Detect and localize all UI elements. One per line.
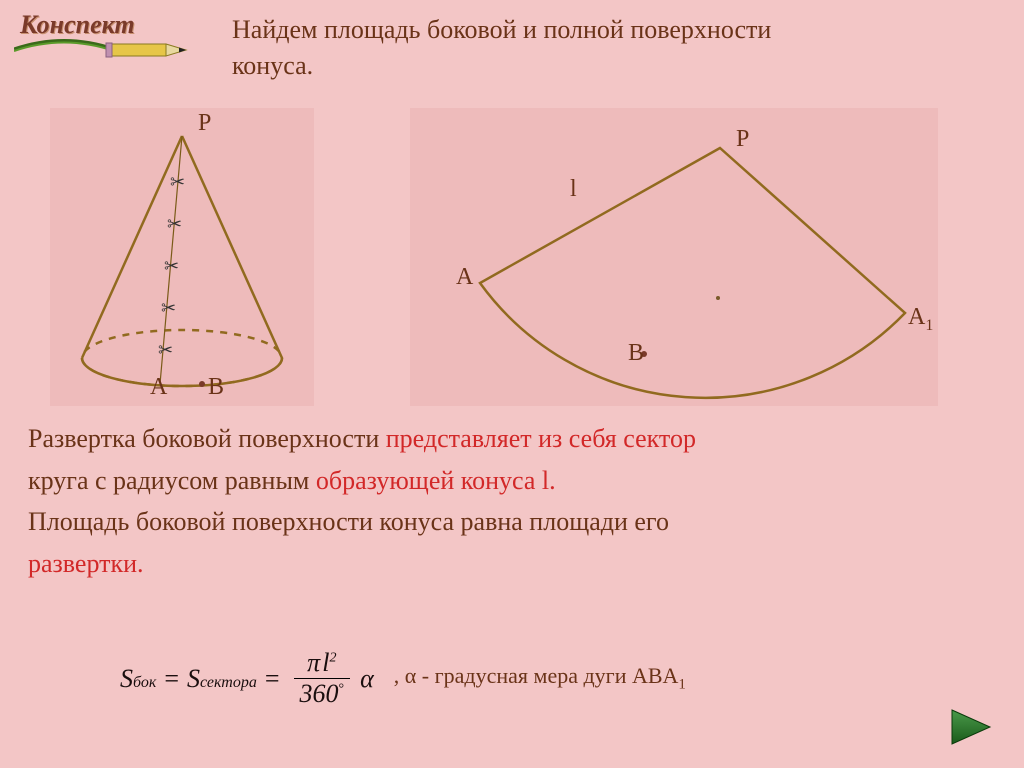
p1-hl: представляет из себя сектор <box>386 424 696 453</box>
next-arrow-icon <box>946 704 1000 750</box>
heading-line1: Найдем площадь боковой и полной поверхно… <box>232 15 771 44</box>
f-deg: ° <box>339 681 345 696</box>
svg-text:✂: ✂ <box>164 256 179 276</box>
f-S2: S <box>187 664 200 694</box>
svg-text:✂: ✂ <box>170 172 185 192</box>
cone-label-p: P <box>198 110 211 137</box>
alpha-note-sub: 1 <box>678 677 686 693</box>
f-sub-sekt: сектора <box>200 674 257 692</box>
figure-unfold: P l A B A1 <box>410 108 938 406</box>
unfold-a1-sub: 1 <box>925 317 933 334</box>
p2-hl: образующей конуса l. <box>316 466 556 495</box>
period: . <box>137 549 144 578</box>
alpha-note-text: , α - градусная мера дуги ABA <box>394 663 679 688</box>
svg-text:✂: ✂ <box>167 214 182 234</box>
pencil-icon <box>14 34 194 66</box>
figure-cone: ✂ ✂ ✂ ✂ ✂ P A B <box>50 108 314 406</box>
cone-svg: ✂ ✂ ✂ ✂ ✂ <box>50 108 314 406</box>
alpha-note: , α - градусная мера дуги ABA1 <box>394 663 686 693</box>
heading: Найдем площадь боковой и полной поверхно… <box>232 12 952 85</box>
f-S1: S <box>120 664 133 694</box>
heading-line2: конуса. <box>232 51 313 80</box>
cone-label-b: B <box>208 374 224 401</box>
p1-pre: Развертка боковой поверхности <box>28 424 386 453</box>
formula: Sбок = Sсектора = πl2 360° α <box>120 648 374 709</box>
p3: Площадь боковой поверхности конуса равна… <box>28 503 988 541</box>
next-button[interactable] <box>946 704 1000 750</box>
f-pi: π <box>307 648 320 677</box>
body-text: Развертка боковой поверхности представля… <box>28 420 988 587</box>
formula-row: Sбок = Sсектора = πl2 360° α , α - граду… <box>120 648 900 709</box>
logo-block: Конспект <box>12 8 212 64</box>
f-lexp: 2 <box>329 650 336 665</box>
svg-text:✂: ✂ <box>161 298 176 318</box>
scissor-marks: ✂ ✂ ✂ ✂ ✂ <box>158 172 185 360</box>
p4-hl: развертки <box>28 549 137 578</box>
f-denom: 360 <box>300 679 339 708</box>
unfold-label-a1: A1 <box>908 304 933 335</box>
p2-pre: круга с радиусом равным <box>28 466 316 495</box>
svg-text:✂: ✂ <box>158 340 173 360</box>
unfold-label-a: A <box>456 264 473 291</box>
f-eq1: = <box>164 664 179 694</box>
unfold-label-p: P <box>736 126 749 153</box>
unfold-a1-letter: A <box>908 304 925 330</box>
fraction: πl2 360° <box>294 648 351 709</box>
unfold-label-l: l <box>570 176 577 203</box>
unfold-svg <box>410 108 938 406</box>
cone-label-a: A <box>150 374 167 401</box>
f-sub-bok: бок <box>133 674 156 692</box>
f-alpha: α <box>360 664 374 694</box>
f-eq2: = <box>265 664 280 694</box>
unfold-label-b: B <box>628 340 644 367</box>
